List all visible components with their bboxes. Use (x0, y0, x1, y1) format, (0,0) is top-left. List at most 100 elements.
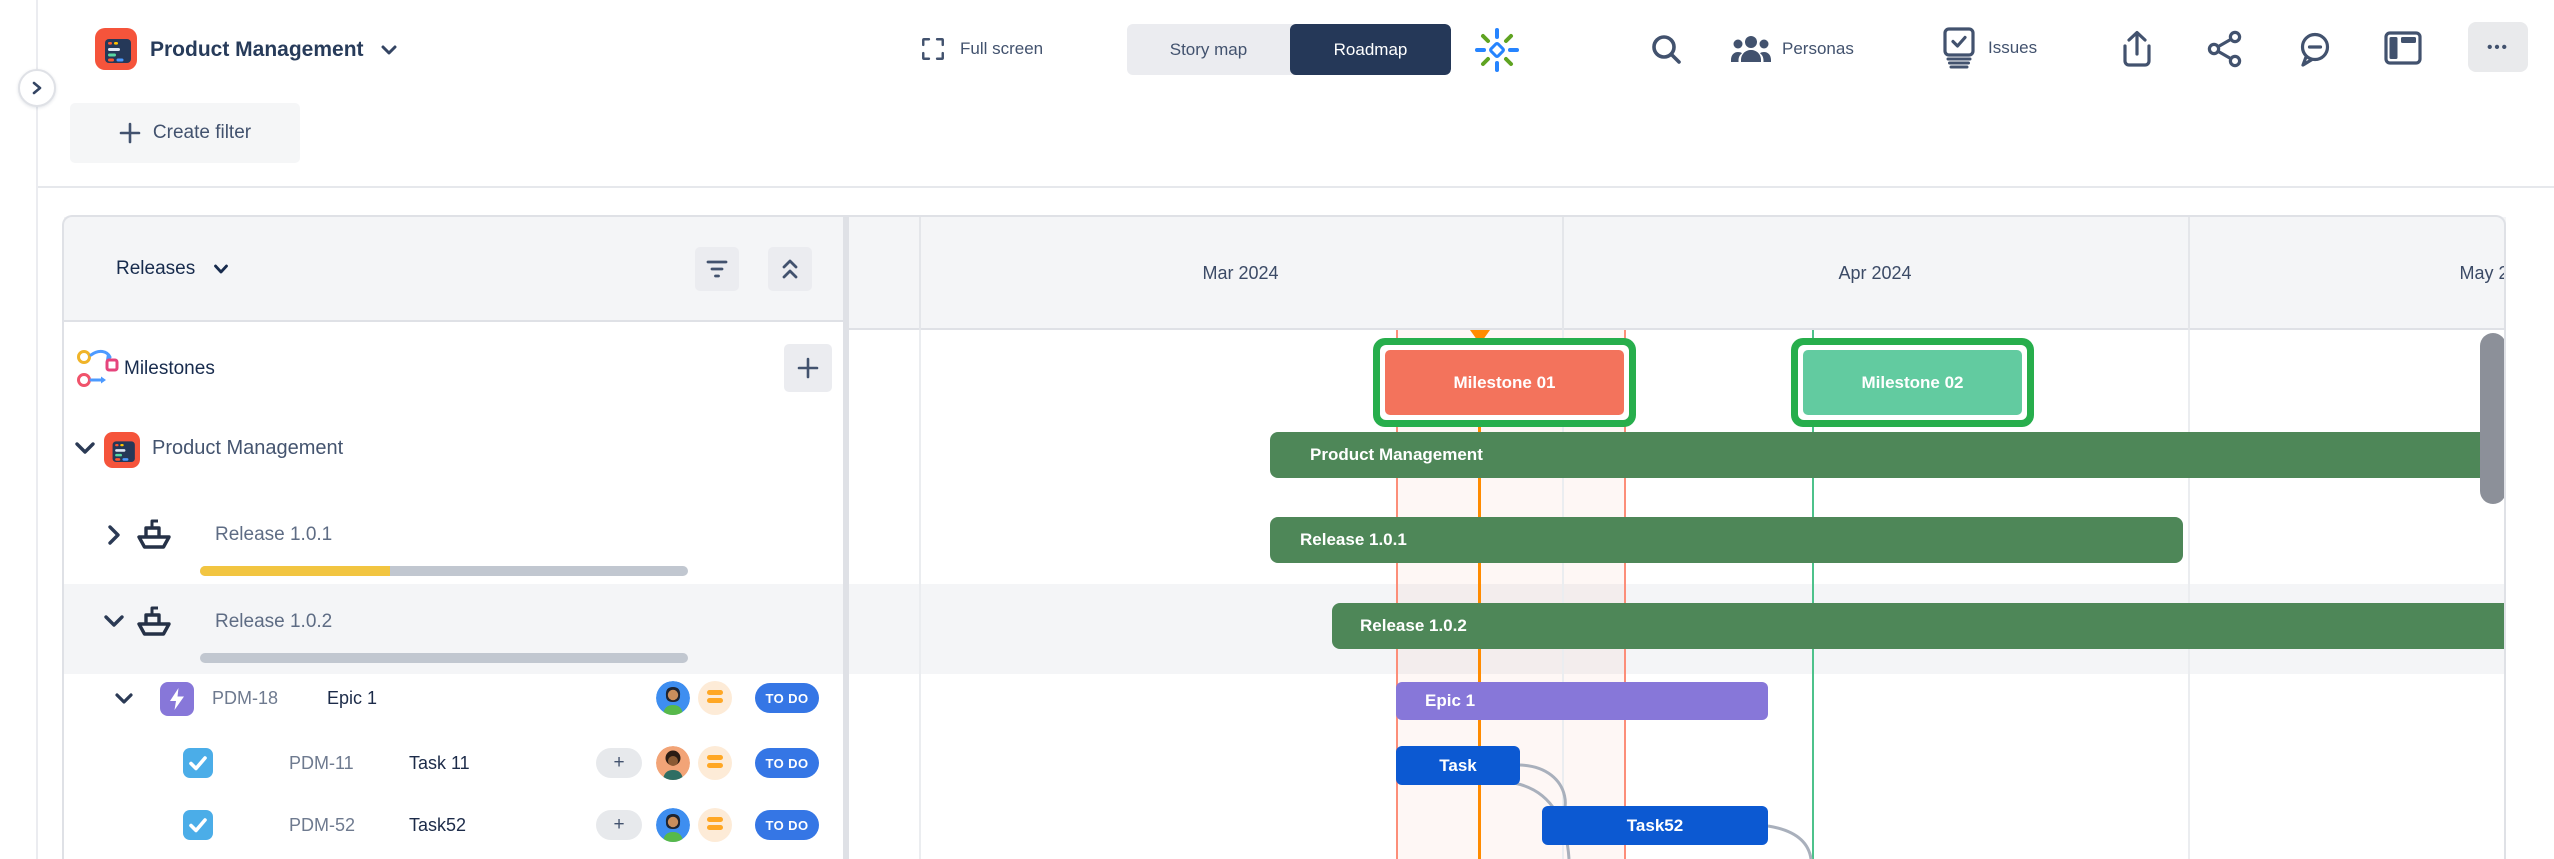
status-badge[interactable]: TO DO (755, 748, 819, 778)
timeline-scrollbar[interactable] (2480, 333, 2506, 504)
bar-label: Task52 (1626, 815, 1684, 835)
sidebar-divider (36, 0, 38, 859)
page-title: Product Management (150, 38, 364, 61)
full-screen-button[interactable]: Full screen (920, 30, 1043, 68)
workspace-divider (38, 186, 2554, 188)
epic-icon (160, 682, 194, 716)
month-gridline (919, 330, 921, 859)
priority-medium-icon[interactable] (698, 808, 732, 842)
milestone-02-inner: Milestone 02 (1798, 345, 2027, 420)
assignee-avatar[interactable] (656, 746, 690, 780)
personas-button[interactable]: Personas (1730, 30, 1854, 68)
project-switcher[interactable]: Product Management (150, 33, 398, 67)
gantt-bar-epic[interactable]: Epic 1 (1396, 682, 1768, 720)
milestone2-line (1812, 330, 1814, 859)
issue-title: Task 11 (409, 753, 470, 773)
create-filter-button[interactable]: Create filter (70, 103, 300, 163)
double-chevron-up-icon (780, 258, 800, 280)
story-map-label: Story map (1169, 39, 1248, 59)
milestone1-start-line (1396, 330, 1398, 859)
month-gridline (1562, 330, 1564, 859)
status-badge[interactable]: TO DO (755, 810, 819, 840)
gantt-bar-release1[interactable]: Release 1.0.1 (1270, 517, 2183, 563)
project-icon (104, 432, 140, 468)
issues-button[interactable]: Issues (1942, 27, 2037, 69)
search-button[interactable] (1648, 31, 1684, 67)
sidebar-expand-button[interactable] (18, 69, 56, 107)
assignee-avatar[interactable] (656, 681, 690, 715)
month-header-apr: Apr 2024 (1838, 263, 1912, 283)
add-milestone-button[interactable] (784, 344, 832, 392)
bar-label: Release 1.0.1 (1300, 530, 1407, 549)
view-toggle: Story map Roadmap (1127, 24, 1451, 75)
task-icon (183, 810, 213, 840)
issue-row-task52[interactable]: PDM-52 Task52 + TO DO (64, 798, 843, 859)
search-icon (1648, 31, 1684, 67)
project-row[interactable]: Product Management (64, 410, 843, 500)
milestones-row[interactable]: Milestones (64, 322, 843, 410)
priority-medium-icon[interactable] (698, 681, 732, 715)
release-name[interactable]: Release 1.0.2 (215, 611, 333, 632)
chevron-down-icon[interactable] (113, 691, 135, 707)
plus-icon (119, 122, 141, 144)
personas-icon (1730, 32, 1772, 66)
today-line (1478, 330, 1481, 859)
gantt-bar-release2[interactable]: Release 1.0.2 (1332, 603, 2506, 649)
release-progress-bar (200, 566, 688, 576)
add-assignee-button[interactable]: + (596, 748, 642, 778)
full-screen-label: Full screen (960, 39, 1044, 58)
feedback-icon (2296, 30, 2334, 68)
left-panel-header: Releases (64, 217, 843, 322)
sparkle-icon[interactable] (1473, 26, 1521, 74)
project-row-label: Product Management (152, 437, 344, 459)
filter-button[interactable] (695, 247, 739, 291)
month-border (2188, 217, 2190, 330)
bar-label: Product Management (1310, 445, 1483, 464)
chevron-right-icon[interactable] (106, 523, 122, 547)
release-row-1[interactable]: Release 1.0.1 (64, 500, 843, 584)
more-dots: ••• (2487, 38, 2509, 56)
issue-key: PDM-18 (212, 688, 279, 708)
issue-key: PDM-52 (289, 815, 356, 835)
tab-roadmap[interactable]: Roadmap (1290, 24, 1451, 75)
release-ship-icon (132, 600, 176, 640)
gantt-bar-task[interactable]: Task (1396, 746, 1520, 785)
board-panel-button[interactable] (2384, 31, 2422, 65)
share-button[interactable] (2206, 30, 2244, 68)
assignee-avatar[interactable] (656, 808, 690, 842)
gantt-bar-task52[interactable]: Task52 (1542, 806, 1768, 845)
export-icon (2120, 29, 2154, 69)
milestones-icon (75, 348, 121, 390)
month-border (919, 217, 921, 330)
issue-row-epic[interactable]: PDM-18 Epic 1 TO DO (64, 674, 843, 736)
bar-label: Release 1.0.2 (1360, 616, 1467, 635)
chevron-down-icon[interactable] (102, 612, 126, 630)
release-row-2[interactable]: Release 1.0.2 (64, 584, 843, 674)
task-icon (183, 748, 213, 778)
issue-row-task11[interactable]: PDM-11 Task 11 + TO DO (64, 736, 843, 798)
collapse-all-button[interactable] (768, 247, 812, 291)
create-filter-label: Create filter (152, 122, 252, 143)
grouping-selector[interactable]: Releases (116, 250, 229, 288)
tab-story-map[interactable]: Story map (1127, 24, 1290, 75)
roadmap-label: Roadmap (1333, 39, 1408, 59)
milestone-02-marker[interactable]: Milestone 02 (1791, 338, 2034, 427)
issues-label: Issues (1988, 38, 2038, 57)
panel-splitter[interactable] (843, 217, 849, 859)
feedback-button[interactable] (2296, 30, 2334, 68)
milestone-01-marker[interactable]: Milestone 01 (1373, 338, 1636, 427)
chevron-down-icon[interactable] (73, 439, 97, 457)
status-badge[interactable]: TO DO (755, 683, 819, 713)
gantt-bar-project[interactable]: Product Management (1270, 432, 2506, 478)
layout-panel-icon (2384, 31, 2422, 65)
milestone-01-inner: Milestone 01 (1380, 345, 1629, 420)
add-assignee-button[interactable]: + (596, 810, 642, 840)
chevron-down-icon (213, 263, 229, 275)
export-button[interactable] (2120, 29, 2154, 69)
month-border (1562, 217, 1564, 330)
bar-label: Epic 1 (1425, 691, 1476, 710)
release-name[interactable]: Release 1.0.1 (215, 524, 333, 545)
priority-medium-icon[interactable] (698, 746, 732, 780)
more-options-button[interactable]: ••• (2468, 22, 2528, 72)
